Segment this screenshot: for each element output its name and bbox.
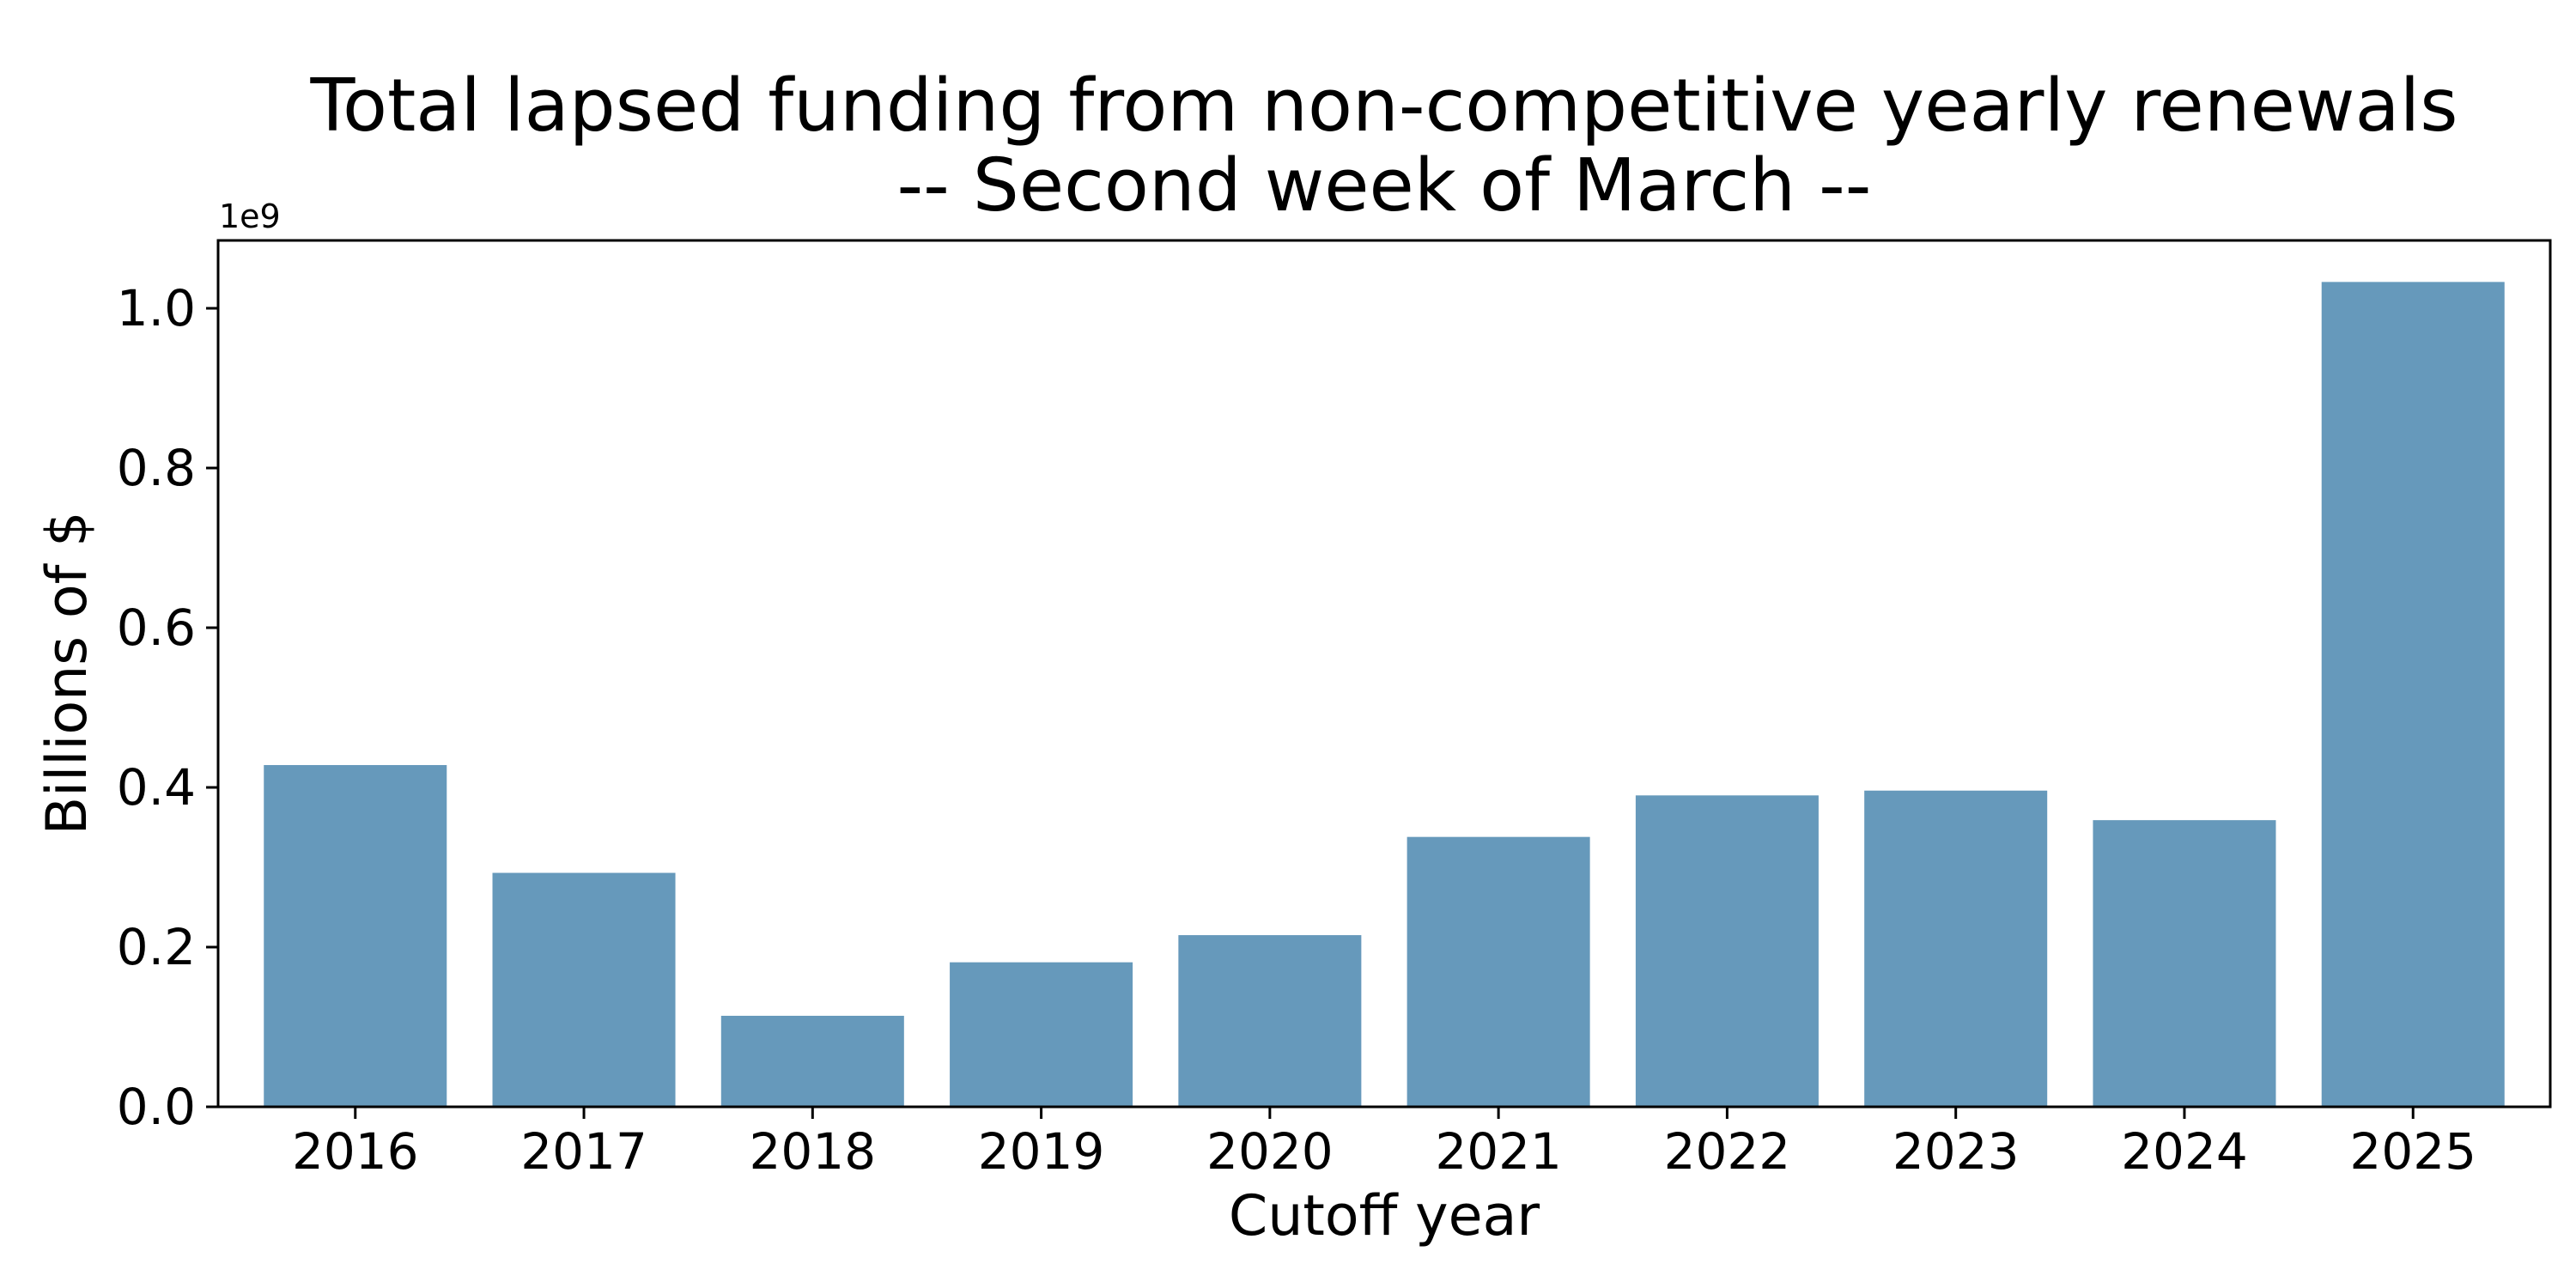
- y-axis-label: Billions of $: [35, 512, 100, 835]
- y-tick-label: 0.6: [117, 598, 196, 657]
- x-tick-label: 2021: [1435, 1122, 1562, 1181]
- x-axis-label: Cutoff year: [1229, 1184, 1540, 1249]
- chart-title-line1: Total lapsed funding from non-competitiv…: [310, 64, 2458, 149]
- bar-2016: [264, 764, 447, 1107]
- bar-2025: [2321, 282, 2505, 1107]
- x-tick-label: 2019: [978, 1122, 1105, 1181]
- bar-2022: [1635, 795, 1819, 1107]
- x-tick-label: 2018: [750, 1122, 877, 1181]
- y-axis-ticks: 0.0 0.2 0.4 0.6 0.8 1.0: [117, 279, 218, 1136]
- bar-2020: [1178, 935, 1362, 1107]
- bar-2017: [492, 872, 676, 1107]
- x-tick-label: 2022: [1664, 1122, 1791, 1181]
- y-tick-label: 0.8: [117, 439, 196, 497]
- bar-2021: [1406, 836, 1590, 1107]
- x-axis-ticks: 2016 2017 2018 2019 2020 2021 2022 2023 2024 2025: [292, 1107, 2476, 1181]
- bar-2018: [720, 1015, 904, 1107]
- plot-frame: [216, 239, 2552, 1109]
- bar-2023: [1864, 790, 2048, 1107]
- y-tick-label: 0.2: [117, 918, 196, 976]
- bar-2019: [950, 962, 1133, 1107]
- x-tick-label: 2016: [292, 1122, 419, 1181]
- y-tick-label: 1.0: [117, 279, 196, 337]
- bars-group: [264, 282, 2505, 1107]
- x-tick-label: 2025: [2349, 1122, 2476, 1181]
- y-axis-offset-label: 1e9: [219, 197, 281, 235]
- x-tick-label: 2017: [520, 1122, 647, 1181]
- y-tick-label: 0.0: [117, 1078, 196, 1136]
- chart-title-line2: -- Second week of March --: [897, 143, 1872, 228]
- y-tick-label: 0.4: [117, 758, 196, 817]
- x-tick-label: 2023: [1893, 1122, 2020, 1181]
- x-tick-label: 2020: [1206, 1122, 1334, 1181]
- x-tick-label: 2024: [2121, 1122, 2248, 1181]
- bar-2024: [2093, 820, 2276, 1107]
